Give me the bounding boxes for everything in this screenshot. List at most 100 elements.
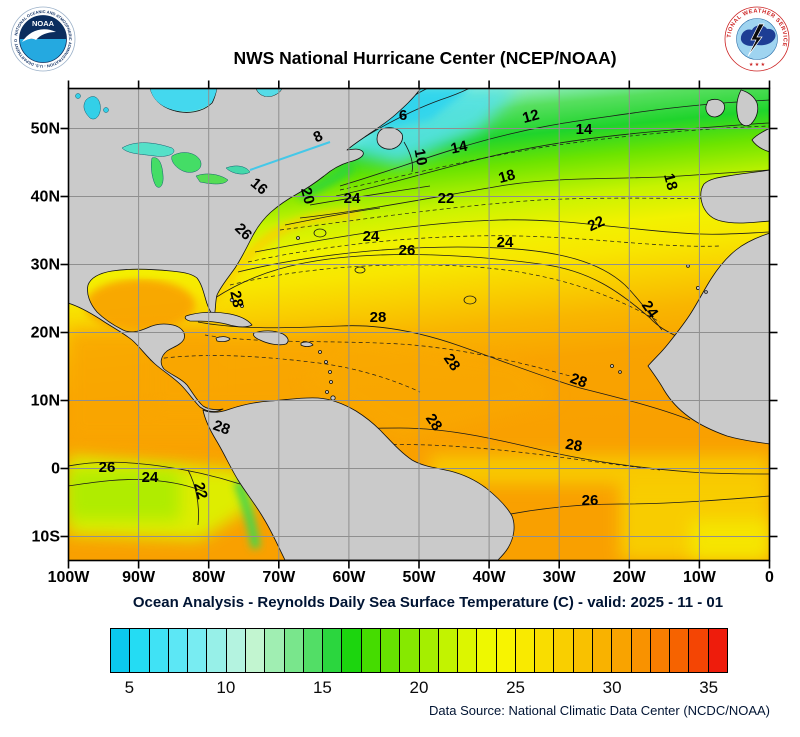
colorbar-segment [612, 629, 632, 672]
contour-value-label: 18 [660, 172, 681, 193]
island-bahamas-1 [229, 297, 235, 303]
x-tick-label: 40W [473, 569, 507, 586]
colorbar-segment [631, 629, 651, 672]
contour-value-label: 24 [363, 228, 380, 245]
lake-winnipeg [83, 96, 101, 120]
land-france [751, 127, 770, 153]
x-tick-label: 20W [613, 569, 647, 586]
island-antilles-4 [329, 380, 333, 384]
lake-michigan [150, 157, 164, 188]
contour-value-label: 14 [576, 121, 593, 138]
lake-small-1 [103, 107, 109, 113]
lake-ontario [225, 165, 251, 175]
colorbar-tick-label: 25 [506, 678, 526, 697]
contour-value-label: 18 [497, 166, 518, 187]
y-tick-label: 30N [31, 257, 60, 274]
nws-lightning-icon [747, 23, 765, 57]
colorbar-segment [342, 629, 362, 672]
contour-value-label: 28 [370, 309, 387, 326]
island-bermuda [296, 236, 300, 240]
colorbar-segment [554, 629, 574, 672]
contour-value-label: 28 [568, 370, 589, 392]
lat-lon-grid [68, 88, 770, 561]
noaa-seagull-icon [22, 29, 56, 42]
island-bahamas-2 [240, 304, 244, 308]
nws-cloud-icon [740, 25, 776, 46]
data-source-note: Data Source: National Climatic Data Cent… [429, 703, 770, 718]
island-hispaniola [252, 330, 289, 346]
contour-value-label: 20 [297, 186, 318, 207]
contour-value-label: 26 [399, 242, 416, 259]
map-caption: Ocean Analysis - Reynolds Daily Sea Surf… [132, 594, 724, 611]
james-bay [150, 88, 217, 112]
colorbar-segment [535, 629, 555, 672]
lake-small-2 [75, 93, 81, 99]
colorbar-segment [188, 629, 208, 672]
x-tick-label: 0 [765, 569, 774, 586]
island-madeira [686, 264, 690, 268]
colorbar-segment [323, 629, 343, 672]
contour-value-label: 28 [422, 411, 445, 434]
colorbar-segment [496, 629, 516, 672]
colorbar-tick-label: 5 [124, 678, 135, 697]
colorbar-segment [689, 629, 709, 672]
island-antilles-1 [318, 350, 322, 354]
contour-value-label: 6 [399, 107, 407, 124]
colorbar-segment [419, 629, 439, 672]
colorbar-segment [111, 629, 131, 672]
colorbar-segment [284, 629, 304, 672]
contour-value-label: 24 [344, 190, 361, 207]
st-lawrence-river [249, 141, 331, 171]
x-tick-label: 30W [543, 569, 577, 586]
page-title: NWS National Hurricane Center (NCEP/NOAA… [233, 48, 617, 68]
colorbar-segment [515, 629, 536, 672]
contour-value-label: 28 [564, 436, 583, 456]
lake-huron [171, 152, 202, 173]
colorbar-segment [708, 629, 727, 672]
island-trinidad [330, 395, 336, 401]
colorbar-segment [130, 629, 150, 672]
colorbar-segment [458, 629, 478, 672]
y-tick-label: 40N [31, 189, 60, 206]
contour-value-label: 26 [99, 459, 116, 476]
x-tick-label: 50W [403, 569, 437, 586]
land-south-america [202, 397, 515, 561]
nws-logo: NATIONAL WEATHER SERVICE ★ ★ ★ [724, 6, 790, 72]
contour-value-label: 14 [449, 137, 469, 157]
island-newfoundland [376, 127, 403, 150]
y-tick-label: 10N [31, 393, 60, 410]
x-tick-label: 90W [122, 569, 156, 586]
contour-value-label: 24 [142, 469, 159, 486]
ungava-bay [256, 88, 282, 97]
contour-value-label: 28 [440, 351, 463, 374]
colorbar-segment [303, 629, 324, 672]
colorbar-segment [400, 629, 420, 672]
colorbar-tick-label: 10 [216, 678, 236, 697]
colorbar-segment [207, 629, 227, 672]
x-tick-label: 100W [48, 569, 91, 586]
colorbar-tick-label: 15 [312, 678, 332, 697]
lake-superior [121, 142, 175, 157]
colorbar-segment [650, 629, 671, 672]
island-cuba [184, 311, 253, 328]
contour-value-label: 24 [497, 234, 514, 251]
colorbar-tick-label: 20 [409, 678, 429, 697]
x-tick-label: 60W [332, 569, 366, 586]
contour-value-label: 12 [521, 106, 542, 127]
colorbar-segment [168, 629, 189, 672]
colorbar-segment [593, 629, 613, 672]
noaa-wordmark: NOAA [32, 19, 55, 28]
x-tick-label: 70W [262, 569, 296, 586]
y-tick-label: 20N [31, 325, 60, 342]
contour-value-label: 26 [582, 492, 599, 509]
island-puerto-rico [300, 341, 314, 347]
island-antilles-5 [325, 390, 329, 394]
island-jamaica [215, 336, 231, 342]
colorbar-segment [573, 629, 594, 672]
contour-value-label: 28 [211, 417, 232, 439]
nws-stars: ★ ★ ★ [749, 62, 766, 68]
colorbar-segment [380, 629, 401, 672]
island-capeverde-1 [610, 364, 614, 368]
contour-value-label: 28 [226, 289, 246, 309]
